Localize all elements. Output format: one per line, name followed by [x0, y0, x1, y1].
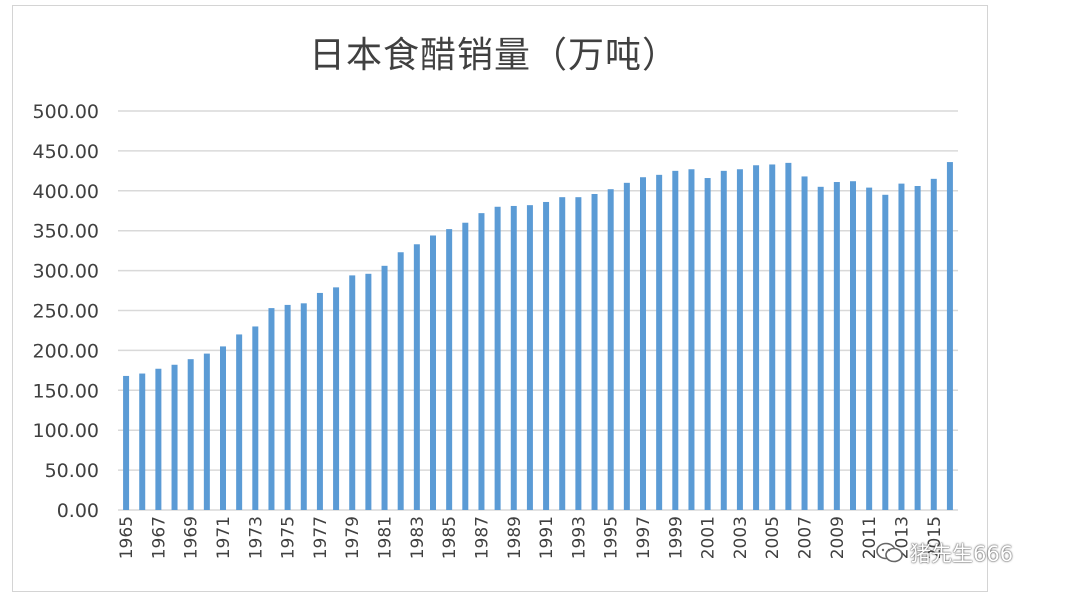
bar-1967 [155, 368, 162, 510]
bar-2000 [688, 169, 695, 510]
bar-2006 [785, 162, 792, 510]
x-tick-label: 1989 [505, 516, 525, 559]
y-axis-ticks: 0.00 50.00 100.00 150.00 200.00 250.00 300.00 3… [33, 101, 99, 522]
x-tick-label: 1985 [440, 516, 460, 559]
bar-2012 [882, 194, 889, 511]
wechat-icon [876, 542, 904, 564]
y-tick-label: 350.00 [33, 221, 99, 243]
bar-2014 [914, 186, 921, 510]
bar-1997 [640, 177, 646, 511]
x-tick-label: 2011 [860, 516, 880, 559]
watermark: 猪先生666 [876, 538, 1013, 568]
x-tick-label: 1969 [182, 516, 202, 559]
bar-1996 [623, 182, 630, 510]
bar-2004 [753, 165, 760, 510]
bar-1966 [139, 373, 146, 510]
x-tick-label: 1981 [376, 516, 396, 559]
x-tick-label: 2007 [796, 516, 816, 559]
x-tick-label: 2009 [828, 516, 848, 559]
x-tick-label: 2015 [925, 516, 945, 559]
bar-2011 [866, 187, 873, 511]
bar-1968 [171, 364, 178, 510]
y-tick-label: 0.00 [57, 500, 99, 522]
bar-1988 [494, 206, 501, 510]
x-tick-label: 1991 [537, 516, 557, 559]
bar-1976 [300, 303, 307, 510]
bar-1985 [446, 229, 453, 510]
x-tick-label: 1993 [569, 516, 589, 559]
bar-1999 [672, 170, 679, 510]
bar-1969 [187, 359, 194, 510]
x-tick-label: 2005 [763, 516, 783, 559]
bar-2005 [769, 164, 776, 510]
bar-1993 [575, 197, 582, 510]
bar-1983 [413, 244, 420, 510]
x-axis-ticks: 1965 1967 1969 1971 1973 1975 1977 1979 1981 1983… [117, 516, 945, 559]
bar-1986 [462, 222, 469, 510]
gridlines [118, 110, 958, 511]
bars [123, 162, 953, 511]
y-tick-label: 50.00 [45, 460, 99, 482]
bar-1984 [430, 235, 436, 511]
bar-1982 [397, 252, 404, 510]
bar-1973 [252, 326, 259, 510]
y-tick-label: 250.00 [33, 301, 99, 323]
bar-1977 [316, 292, 323, 510]
x-tick-label: 1979 [343, 516, 363, 559]
y-tick-label: 100.00 [33, 420, 99, 442]
x-tick-label: 1983 [408, 516, 428, 559]
x-tick-label: 2001 [699, 516, 719, 559]
x-tick-label: 1967 [149, 516, 169, 559]
bar-2001 [704, 178, 711, 510]
bar-2010 [850, 181, 856, 510]
bar-1965 [123, 375, 130, 510]
bar-1994 [591, 193, 598, 511]
bar-2015 [930, 178, 937, 510]
chart-title: 日本食醋销量（万吨） [308, 35, 679, 76]
bar-2002 [720, 170, 727, 510]
bar-1990 [526, 205, 533, 510]
y-tick-label: 500.00 [33, 101, 99, 123]
bar-2013 [898, 183, 905, 510]
bar-1979 [349, 275, 356, 510]
x-tick-label: 1975 [279, 516, 299, 559]
x-tick-label: 1977 [311, 516, 331, 559]
bar-2003 [736, 169, 743, 510]
bar-1970 [203, 353, 210, 510]
bar-1971 [220, 346, 226, 510]
x-tick-label: 1971 [214, 516, 234, 559]
bar-1980 [365, 273, 372, 510]
bar-1991 [543, 201, 550, 510]
y-tick-label: 450.00 [33, 141, 99, 163]
y-tick-label: 300.00 [33, 261, 99, 283]
x-tick-label: 1997 [634, 516, 654, 559]
x-tick-label: 1995 [602, 516, 622, 559]
bar-1992 [559, 197, 566, 510]
watermark-text: 猪先生666 [910, 542, 1014, 566]
bar-1974 [268, 308, 275, 510]
x-tick-label: 1999 [666, 516, 686, 559]
x-tick-label: 1973 [246, 516, 266, 559]
bar-1989 [510, 205, 517, 510]
bar-2008 [817, 186, 824, 510]
y-tick-label: 150.00 [33, 380, 99, 402]
bar-1998 [656, 174, 663, 510]
bar-1978 [333, 287, 340, 510]
bar-1972 [236, 334, 243, 510]
bar-2007 [801, 176, 808, 510]
x-tick-label: 2003 [731, 516, 751, 559]
bar-1975 [284, 304, 291, 510]
y-tick-label: 200.00 [33, 340, 99, 362]
x-tick-label: 1987 [472, 516, 492, 559]
x-tick-label: 1965 [117, 516, 137, 559]
bar-2016 [946, 162, 953, 510]
bar-1995 [607, 189, 614, 510]
bar-1981 [381, 265, 388, 510]
y-tick-label: 400.00 [33, 181, 99, 203]
bar-1987 [478, 213, 485, 510]
bar-2009 [833, 182, 840, 510]
